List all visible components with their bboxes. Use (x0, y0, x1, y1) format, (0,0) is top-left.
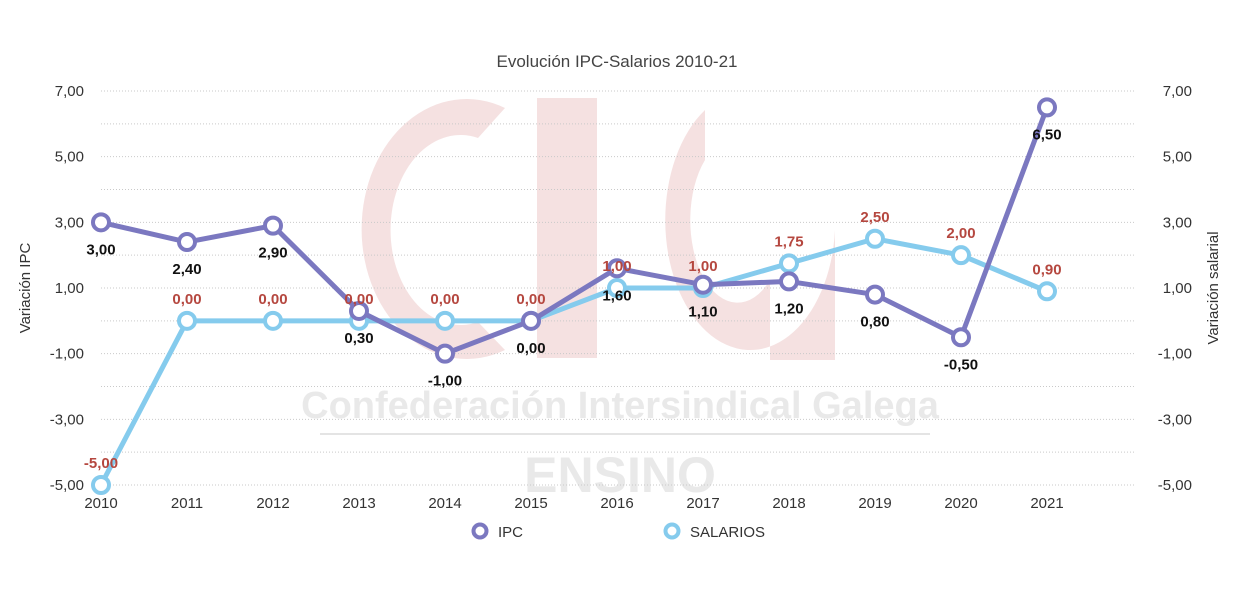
y-axis-right-title: Variación salarial (1205, 231, 1222, 344)
data-label-salarios: 0,00 (344, 291, 373, 308)
data-label-salarios: -5,00 (84, 455, 118, 472)
data-label-ipc: 2,40 (172, 261, 201, 278)
legend: IPC SALARIOS (471, 522, 765, 541)
data-label-ipc: 0,80 (860, 314, 889, 331)
data-point (435, 310, 455, 331)
legend-label: IPC (498, 524, 523, 541)
y-axis-left-ticks: 7,00 5,00 3,00 1,00 -1,00 -3,00 -5,00 (50, 83, 84, 494)
y-tick-left: 3,00 (55, 214, 84, 231)
x-tick: 2019 (858, 495, 891, 512)
data-point (349, 300, 369, 321)
gridlines (101, 90, 1135, 486)
y-tick-left: -1,00 (50, 346, 84, 363)
x-tick: 2015 (514, 495, 547, 512)
data-point (607, 278, 627, 298)
data-label-salarios: 0,00 (258, 291, 287, 308)
data-point (91, 212, 111, 233)
data-label-salarios: 2,00 (946, 225, 975, 242)
y-tick-left: 1,00 (55, 280, 84, 297)
data-point (779, 271, 799, 292)
data-label-ipc: 3,00 (86, 241, 115, 258)
data-point (177, 310, 197, 331)
logo-letter-c (361, 99, 505, 359)
legend-item-salarios: SALARIOS (663, 522, 765, 541)
series-ipc (91, 97, 1057, 364)
y-axis-left-title: Variación IPC (17, 243, 34, 334)
data-label-ipc: 2,90 (258, 245, 287, 262)
data-label-ipc: -0,50 (944, 356, 978, 373)
data-label-ipc: 0,30 (344, 330, 373, 347)
data-label-salarios: 0,90 (1032, 261, 1061, 278)
logo-letter-i (537, 98, 597, 358)
x-tick: 2011 (171, 495, 203, 512)
data-point (263, 215, 283, 236)
data-point (435, 343, 455, 364)
y-tick-left: -3,00 (50, 411, 84, 428)
chart-title: Evolución IPC-Salarios 2010-21 (497, 52, 738, 71)
data-label-ipc: -1,00 (428, 373, 462, 390)
data-label-salarios: 1,00 (602, 258, 631, 275)
data-point (865, 284, 885, 305)
cig-logo (361, 98, 835, 360)
y-axis-right-ticks: 7,00 5,00 3,00 1,00 -1,00 -3,00 -5,00 (1158, 83, 1192, 494)
data-point (521, 310, 541, 331)
legend-marker (471, 522, 489, 540)
data-label-salarios: 0,00 (430, 291, 459, 308)
x-tick: 2016 (600, 495, 633, 512)
data-label-ipc: 6,50 (1032, 126, 1061, 143)
legend-marker (663, 522, 681, 540)
watermark-section: ENSINO (524, 447, 716, 503)
data-point (865, 228, 885, 249)
x-tick: 2014 (428, 495, 461, 512)
data-label-salarios: 1,00 (688, 258, 717, 275)
data-point (91, 475, 111, 495)
logo-letter-g (665, 110, 835, 360)
data-label-salarios: 1,75 (774, 233, 803, 250)
y-tick-right: 5,00 (1163, 149, 1192, 166)
data-label-ipc: 1,60 (602, 287, 631, 304)
data-label-salarios: 2,50 (860, 209, 889, 226)
y-tick-right: 1,00 (1163, 280, 1192, 297)
data-point (779, 253, 799, 274)
data-label-salarios: 0,00 (516, 291, 545, 308)
data-labels-layer: 3,00 2,40 2,90 0,30 -1,00 0,00 1,60 1,10 1,20 0,8… (84, 126, 1062, 472)
y-tick-right: 7,00 (1163, 83, 1192, 100)
watermark-org-name: Confederación Intersindical Galega (301, 385, 940, 427)
x-tick: 2012 (256, 495, 289, 512)
y-tick-left: 7,00 (55, 83, 84, 100)
x-tick: 2013 (342, 495, 375, 512)
data-point (263, 310, 283, 331)
data-point (177, 232, 197, 253)
data-label-ipc: 1,10 (688, 304, 717, 321)
y-tick-right: -1,00 (1158, 346, 1192, 363)
x-tick: 2018 (772, 495, 805, 512)
data-point (693, 274, 713, 295)
x-axis-ticks: 2010 2011 2012 2013 2014 2015 2016 2017 2018 2019… (84, 495, 1063, 512)
data-label-ipc: 0,00 (516, 340, 545, 357)
y-tick-right: -3,00 (1158, 411, 1192, 428)
series-line (98, 236, 1048, 487)
series-line (100, 106, 1050, 357)
legend-item-ipc: IPC (471, 522, 523, 541)
data-point (951, 245, 971, 266)
x-tick: 2021 (1030, 495, 1063, 512)
watermark: Confederación Intersindical Galega ENSIN… (301, 98, 940, 503)
x-tick: 2010 (84, 495, 117, 512)
data-point (607, 258, 627, 279)
y-tick-right: 3,00 (1163, 214, 1192, 231)
x-tick: 2017 (686, 495, 719, 512)
y-tick-left: -5,00 (50, 477, 84, 494)
y-tick-left: 5,00 (55, 149, 84, 166)
data-point (1037, 281, 1057, 302)
y-tick-right: -5,00 (1158, 477, 1192, 494)
data-label-ipc: 1,20 (774, 300, 803, 317)
x-tick: 2020 (944, 495, 977, 512)
legend-label: SALARIOS (690, 524, 765, 541)
data-label-salarios: 0,00 (172, 291, 201, 308)
data-point (951, 327, 971, 348)
series-layer (91, 97, 1057, 495)
data-point (1037, 97, 1057, 118)
